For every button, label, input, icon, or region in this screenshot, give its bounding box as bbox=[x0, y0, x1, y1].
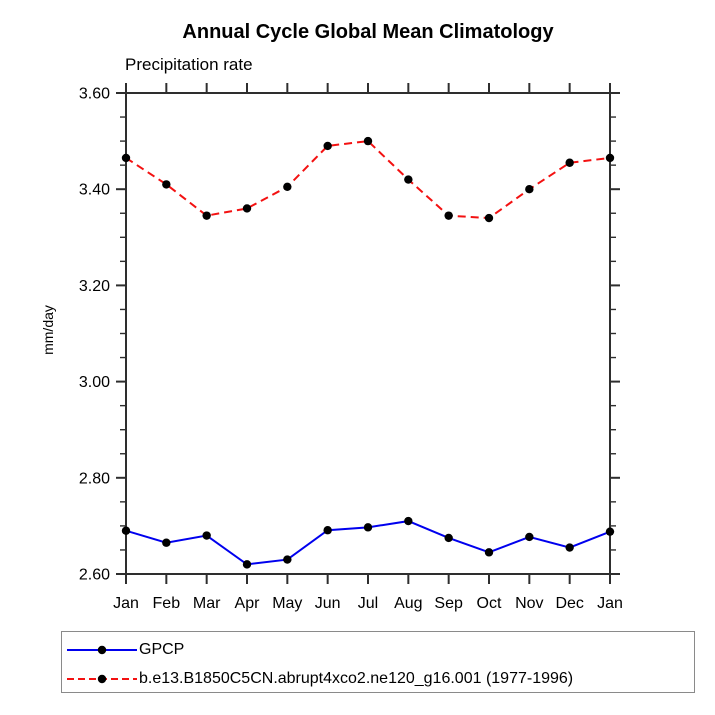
month-label: Jan bbox=[597, 595, 623, 612]
data-point-marker bbox=[121, 153, 131, 163]
data-point-marker bbox=[605, 527, 615, 536]
month-label: May bbox=[272, 595, 302, 612]
month-label: Dec bbox=[555, 595, 583, 612]
month-label: Mar bbox=[193, 595, 221, 612]
data-point-marker bbox=[565, 543, 574, 552]
legend-row: b.e13.B1850C5CN.abrupt4xco2.ne120_g16.00… bbox=[62, 664, 694, 693]
data-point-marker bbox=[525, 532, 534, 542]
legend-marker-dot bbox=[97, 674, 107, 683]
chart-title: Annual Cycle Global Mean Climatology bbox=[182, 21, 554, 43]
data-point-marker bbox=[323, 526, 332, 535]
legend-marker-dot bbox=[97, 645, 107, 654]
month-label: Jul bbox=[358, 595, 378, 612]
month-label: Sep bbox=[434, 595, 463, 612]
y-tick-label: 3.20 bbox=[79, 278, 110, 295]
data-point-marker bbox=[444, 533, 453, 543]
month-label: Feb bbox=[153, 595, 181, 612]
month-label: Apr bbox=[235, 595, 261, 612]
data-point-marker bbox=[484, 548, 494, 557]
legend-label: GPCP bbox=[139, 640, 185, 658]
month-label: Nov bbox=[515, 595, 543, 612]
series-line-dashed bbox=[125, 140, 611, 220]
y-tick-label: 3.60 bbox=[79, 86, 110, 103]
data-point-marker bbox=[283, 555, 292, 564]
y-tick-label: 2.60 bbox=[79, 567, 110, 584]
data-point-marker bbox=[202, 211, 211, 220]
data-point-marker bbox=[202, 531, 211, 540]
plot-frame bbox=[125, 92, 611, 575]
data-point-marker bbox=[121, 526, 131, 535]
data-point-marker bbox=[565, 158, 574, 167]
legend-label: b.e13.B1850C5CN.abrupt4xco2.ne120_g16.00… bbox=[139, 669, 574, 687]
data-point-marker bbox=[605, 153, 615, 163]
legend-row: GPCP bbox=[62, 635, 694, 664]
data-point-marker bbox=[323, 141, 332, 151]
data-point-marker bbox=[404, 516, 413, 526]
legend-line-sample bbox=[67, 645, 137, 654]
data-point-marker bbox=[363, 136, 373, 146]
month-label: Oct bbox=[477, 595, 502, 612]
data-point-marker bbox=[242, 560, 252, 569]
chart-subtitle: Precipitation rate bbox=[125, 55, 253, 74]
y-tick-label: 3.40 bbox=[79, 182, 110, 199]
y-tick-label: 2.80 bbox=[79, 470, 110, 487]
y-tick-label: 3.00 bbox=[79, 374, 110, 391]
data-point-marker bbox=[242, 204, 252, 213]
data-point-marker bbox=[484, 213, 494, 223]
legend-line-sample bbox=[67, 674, 137, 683]
data-point-marker bbox=[162, 180, 171, 189]
month-label: Jun bbox=[315, 595, 341, 612]
data-point-marker bbox=[444, 211, 453, 220]
data-point-marker bbox=[404, 175, 413, 184]
data-point-marker bbox=[525, 185, 534, 194]
month-label: Aug bbox=[394, 595, 422, 612]
data-point-marker bbox=[363, 523, 373, 532]
data-point-marker bbox=[283, 182, 292, 191]
data-point-marker bbox=[162, 538, 171, 547]
legend-box: GPCP b.e13.B1850C5CN.abrupt4xco2.ne120_g1… bbox=[61, 631, 695, 693]
month-label: Jan bbox=[113, 595, 139, 612]
